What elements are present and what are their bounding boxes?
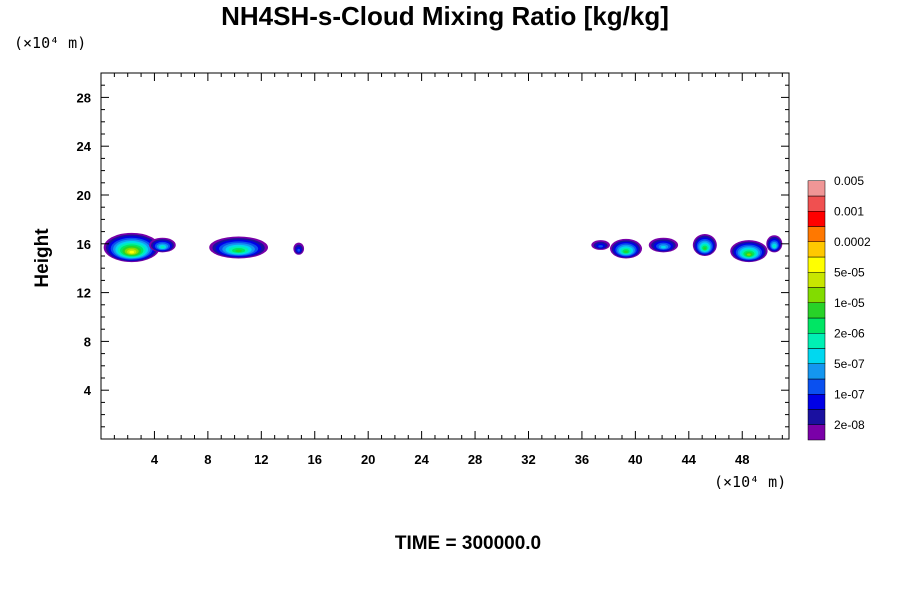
colorbar-swatch [807, 348, 826, 364]
x-tick-label: 8 [204, 452, 211, 467]
contour-band [598, 245, 603, 248]
y-tick-label: 12 [77, 286, 91, 301]
cloud-region [591, 240, 610, 250]
x-tick-label: 28 [468, 452, 482, 467]
colorbar-swatch [807, 195, 826, 212]
colorbar: 2e-08 1e-07 5e-07 2e-06 1e-05 5e-05 0.0002 0.00… [807, 174, 871, 441]
x-tick-label: 44 [682, 452, 697, 467]
x-tick-label: 40 [628, 452, 642, 467]
colorbar-swatch [807, 211, 826, 227]
y-tick-label: 4 [84, 383, 92, 398]
cloud-region [103, 232, 160, 263]
colorbar-swatch [807, 424, 826, 441]
colorbar-label: 2e-08 [834, 418, 865, 432]
cloud-region [766, 235, 783, 253]
colorbar-swatch [807, 317, 826, 334]
cloud-region [209, 236, 268, 259]
cloud-region [648, 237, 679, 253]
y-tick-label: 20 [77, 188, 91, 203]
contour-band [297, 248, 301, 252]
contour-band [160, 246, 165, 249]
colorbar-swatch [807, 287, 826, 303]
contour-band [747, 253, 751, 256]
time-label: TIME = 300000.0 [395, 533, 541, 554]
contour-band [773, 245, 776, 248]
colorbar-swatch [807, 256, 826, 273]
colorbar-swatch [807, 409, 826, 425]
colorbar-label: 0.005 [834, 174, 864, 188]
x-tick-label: 32 [521, 452, 535, 467]
colorbar-label: 0.0002 [834, 235, 871, 249]
contour-band [235, 249, 242, 253]
x-tick-label: 20 [361, 452, 375, 467]
chart-title: NH4SH-s-Cloud Mixing Ratio [kg/kg] [221, 1, 669, 31]
cloud-region [730, 240, 768, 263]
colorbar-label: 1e-05 [834, 296, 865, 310]
colorbar-swatch [807, 394, 826, 410]
colorbar-swatch [807, 302, 826, 319]
colorbar-label: 5e-05 [834, 265, 865, 279]
colorbar-swatch [807, 378, 826, 395]
y-axis: 4 8 12 16 20 24 28 [77, 84, 789, 428]
cloud-region [609, 238, 643, 259]
y-tick-label: 16 [77, 237, 91, 252]
cloud-region [149, 237, 176, 253]
contour-band [660, 245, 666, 249]
colorbar-swatch [807, 180, 826, 197]
colorbar-label: 2e-06 [834, 326, 865, 340]
x-tick-label: 16 [308, 452, 322, 467]
y-axis-title: Height [32, 228, 53, 288]
y-tick-label: 8 [84, 334, 91, 349]
contour-band [129, 250, 135, 254]
cloud-region [293, 242, 305, 255]
x-tick-label: 36 [575, 452, 589, 467]
y-tick-label: 28 [77, 90, 91, 105]
colorbar-label: 1e-07 [834, 387, 865, 401]
plot-frame [100, 72, 790, 440]
cloud-region [692, 234, 717, 256]
colorbar-swatch [807, 241, 826, 258]
x-tick-label: 4 [151, 452, 159, 467]
colorbar-swatch [807, 333, 826, 349]
colorbar-swatch [807, 363, 826, 380]
colorbar-label: 5e-07 [834, 357, 865, 371]
y-unit-label: (×10⁴ m) [14, 34, 86, 52]
colorbar-swatch [807, 272, 826, 288]
x-tick-label: 48 [735, 452, 749, 467]
x-axis: 4 8 12 16 20 24 28 32 36 40 44 48 [113, 73, 783, 467]
contour-fill-layer [103, 232, 783, 263]
x-unit-label: (×10⁴ m) [714, 473, 786, 491]
colorbar-swatch [807, 226, 826, 242]
contour-band [703, 247, 707, 250]
contour-band [624, 250, 628, 253]
colorbar-label: 0.001 [834, 204, 864, 218]
x-tick-label: 12 [254, 452, 268, 467]
x-tick-label: 24 [414, 452, 429, 467]
y-tick-label: 24 [77, 139, 92, 154]
